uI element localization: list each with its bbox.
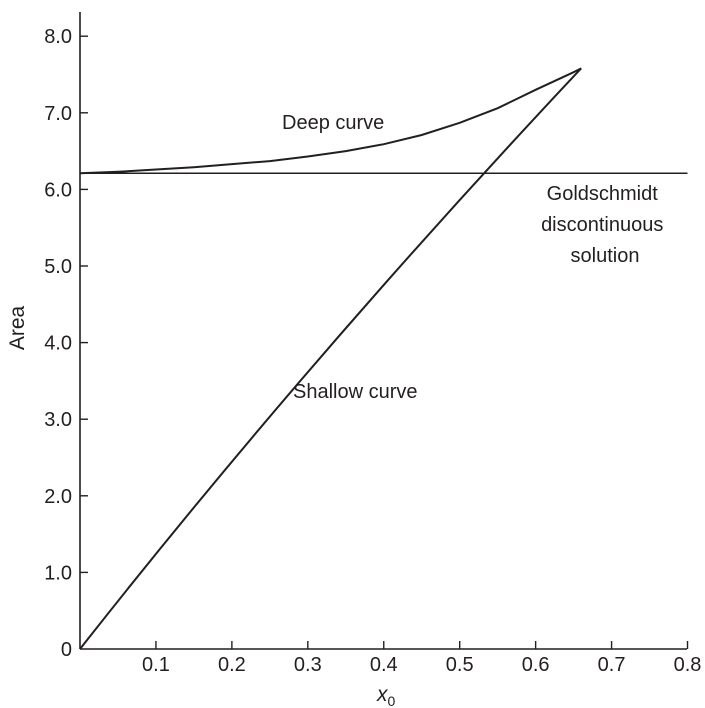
y-tick-label: 0 [61,639,72,661]
x-tick-label: 0.7 [598,654,626,676]
x-tick-label: 0.8 [674,654,702,676]
y-tick-label: 6.0 [44,179,72,201]
x-tick-label: 0.5 [446,654,474,676]
y-tick-label: 5.0 [44,256,72,278]
x-tick-label: 0.1 [142,654,170,676]
goldschmidt-label-line-2: discontinuous [541,214,663,236]
x-axis-title-main: x [376,683,389,706]
deep-curve-line [79,67,582,175]
axes [79,12,687,650]
y-tick-label: 1.0 [44,562,72,584]
x-tick-label: 0.4 [370,654,398,676]
goldschmidt-label: Goldschmidt discontinuous solution [541,183,669,267]
x-tick-label: 0.6 [522,654,550,676]
x-axis-title: x0 [376,683,396,708]
y-tick-label: 3.0 [44,409,72,431]
y-tick-label: 4.0 [44,333,72,355]
y-tick-label: 2.0 [44,486,72,508]
x-axis-title-subscript: 0 [388,693,396,708]
x-tick-label: 0.2 [218,654,246,676]
y-axis-title: Area [6,306,29,351]
deep-curve-label: Deep curve [282,112,384,134]
shallow-curve-line [79,67,582,650]
goldschmidt-label-line-3: solution [571,245,640,267]
series-lines [79,67,688,650]
x-tick-label: 0.3 [294,654,322,676]
y-axis-ticks: 0 1.0 2.0 3.0 4.0 5.0 6.0 7.0 8.0 [44,26,88,661]
x-axis-ticks: 0.1 0.2 0.3 0.4 0.5 0.6 0.7 0.8 [142,641,701,676]
y-tick-label: 7.0 [44,103,72,125]
goldschmidt-label-line-1: Goldschmidt [547,183,659,205]
shallow-curve-label: Shallow curve [293,381,418,403]
y-tick-label: 8.0 [44,26,72,48]
